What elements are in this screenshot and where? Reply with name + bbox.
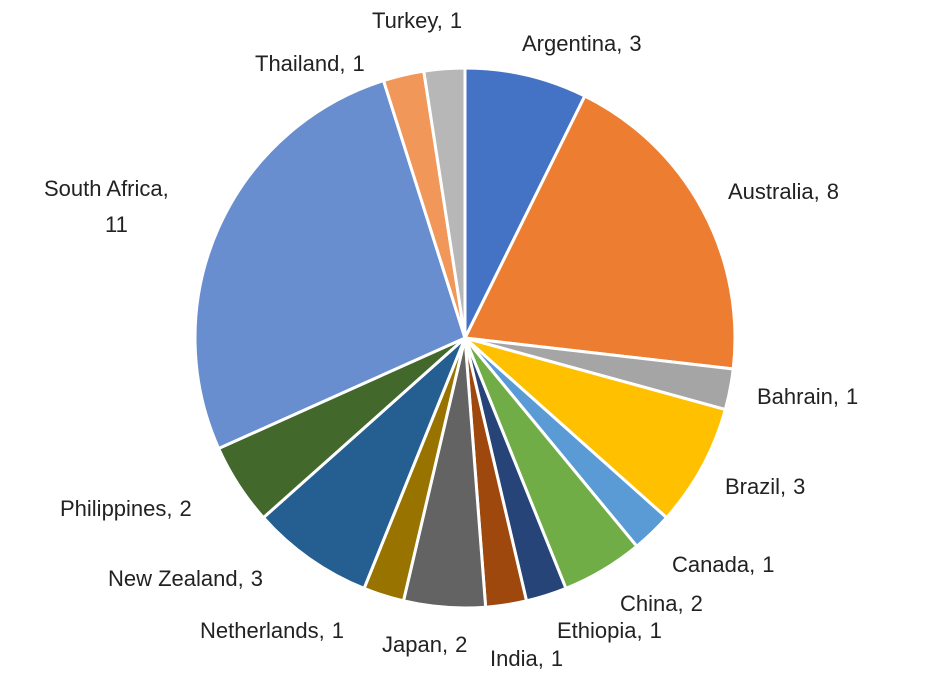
label-separator: , bbox=[339, 51, 345, 76]
label-category: Philippines bbox=[60, 496, 166, 521]
slice-label: Ethiopia, 1 bbox=[557, 618, 662, 643]
label-category: China bbox=[620, 591, 678, 616]
slice-label: India, 1 bbox=[490, 646, 563, 671]
slice-label: Brazil, 3 bbox=[725, 474, 805, 499]
label-value: 1 bbox=[450, 8, 462, 33]
pie-slice bbox=[422, 66, 467, 339]
label-value: 3 bbox=[251, 566, 263, 591]
pie-slice bbox=[261, 336, 467, 591]
label-value: 1 bbox=[332, 618, 344, 643]
label-category: Netherlands bbox=[200, 618, 319, 643]
label-category: Brazil bbox=[725, 474, 780, 499]
slice-label: Netherlands, 1 bbox=[200, 618, 344, 643]
label-separator: , bbox=[833, 384, 839, 409]
label-separator: , bbox=[238, 566, 244, 591]
label-separator: , bbox=[814, 179, 820, 204]
slice-label: Canada, 1 bbox=[672, 552, 774, 577]
slice-label: Bahrain, 1 bbox=[757, 384, 858, 409]
label-category: Japan bbox=[382, 632, 442, 657]
label-category: Turkey bbox=[372, 8, 438, 33]
slice-label: Turkey, 1 bbox=[372, 8, 462, 33]
slice-label: Japan, 2 bbox=[382, 632, 467, 657]
label-category: Canada bbox=[672, 552, 750, 577]
label-separator: , bbox=[749, 552, 755, 577]
label-value: 3 bbox=[629, 31, 641, 56]
label-category: Ethiopia bbox=[557, 618, 637, 643]
label-value: 3 bbox=[793, 474, 805, 499]
label-category: Bahrain bbox=[757, 384, 833, 409]
label-separator: , bbox=[616, 31, 622, 56]
label-category: New Zealand bbox=[108, 566, 238, 591]
label-separator: , bbox=[780, 474, 786, 499]
label-separator: , bbox=[637, 618, 643, 643]
slice-label: Australia, 8 bbox=[728, 179, 839, 204]
label-separator: , bbox=[677, 591, 683, 616]
label-category: South Africa bbox=[44, 176, 163, 201]
label-separator: , bbox=[166, 496, 172, 521]
slice-label: Argentina, 3 bbox=[522, 31, 642, 56]
label-separator: , bbox=[442, 632, 448, 657]
label-value: 2 bbox=[691, 591, 703, 616]
label-separator: , bbox=[319, 618, 325, 643]
label-value: 8 bbox=[827, 179, 839, 204]
slice-label: Thailand, 1 bbox=[255, 51, 365, 76]
slice-label: New Zealand, 3 bbox=[108, 566, 263, 591]
label-value: 1 bbox=[353, 51, 365, 76]
label-separator: , bbox=[163, 176, 169, 201]
label-value: 1 bbox=[762, 552, 774, 577]
slice-label: Philippines, 2 bbox=[60, 496, 192, 521]
label-category: Australia bbox=[728, 179, 814, 204]
label-category: India bbox=[490, 646, 538, 671]
label-category: Thailand bbox=[255, 51, 339, 76]
label-separator: , bbox=[538, 646, 544, 671]
pie-slice bbox=[462, 94, 737, 371]
label-value: 1 bbox=[846, 384, 858, 409]
label-value: 11 bbox=[105, 212, 128, 237]
slice-label: China, 2 bbox=[620, 591, 703, 616]
pie-slice bbox=[463, 66, 587, 339]
pie-slice bbox=[193, 78, 467, 451]
label-category: Argentina bbox=[522, 31, 617, 56]
label-value: 2 bbox=[455, 632, 467, 657]
pie-slice bbox=[464, 336, 728, 520]
label-separator: , bbox=[437, 8, 443, 33]
slice-label: South Africa, 11 bbox=[44, 176, 169, 237]
label-value: 1 bbox=[551, 646, 563, 671]
label-value: 2 bbox=[180, 496, 192, 521]
label-value: 1 bbox=[650, 618, 662, 643]
